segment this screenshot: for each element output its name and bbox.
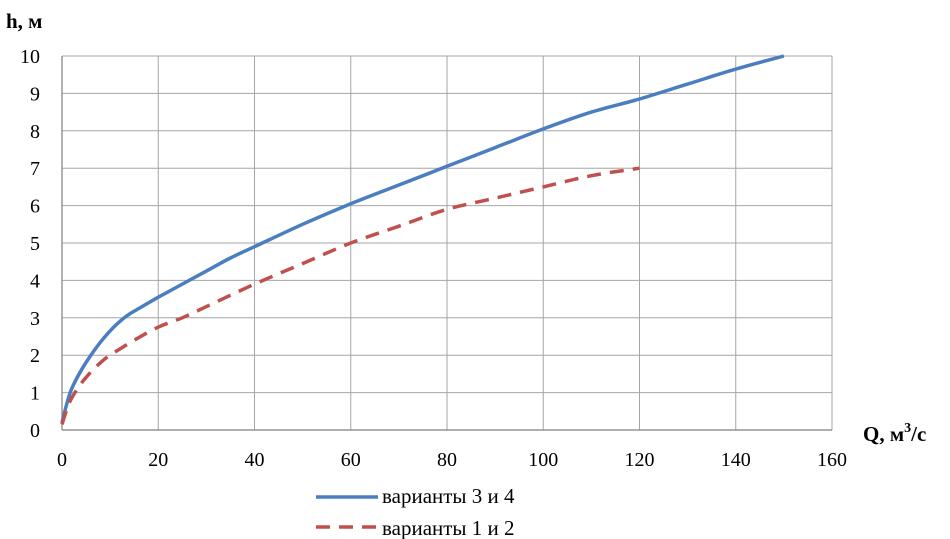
x-tick-label: 120 <box>625 449 655 471</box>
legend: варианты 3 и 4 варианты 1 и 2 <box>316 484 515 539</box>
x-tick-label: 80 <box>437 449 457 471</box>
y-tick-label: 6 <box>30 196 40 218</box>
y-tick-label: 7 <box>30 158 40 180</box>
y-tick-label: 5 <box>30 233 40 255</box>
y-tick-label: 4 <box>30 270 40 292</box>
x-tick-label: 20 <box>148 449 168 471</box>
y-tick-label: 2 <box>30 345 40 367</box>
x-axis-label: Q, м3/с <box>863 421 926 446</box>
y-axis-label: h, м <box>6 9 42 33</box>
legend-label-series-2: варианты 1 и 2 <box>382 516 515 539</box>
y-tick-label: 1 <box>30 383 40 405</box>
x-tick-label: 40 <box>245 449 265 471</box>
x-axis-label-sup: 3 <box>904 421 911 436</box>
x-tick-label: 140 <box>721 449 751 471</box>
grid-lines <box>62 55 833 430</box>
y-tick-label: 8 <box>30 121 40 143</box>
x-tick-label: 100 <box>528 449 558 471</box>
x-tick-label: 0 <box>57 449 67 471</box>
series-lines <box>60 54 785 425</box>
legend-label-series-1: варианты 3 и 4 <box>382 484 515 508</box>
x-tick-label: 60 <box>341 449 361 471</box>
x-axis-label-suffix: /с <box>910 422 926 446</box>
y-tick-label: 3 <box>30 308 40 330</box>
tick-labels: 0 20 40 60 80 100 120 140 160 0 1 2 3 4 5 6 7 8 9 10 <box>20 46 847 471</box>
x-tick-label: 160 <box>817 449 847 471</box>
series-line-2 <box>60 166 640 425</box>
y-tick-label: 0 <box>30 420 40 442</box>
axes <box>61 56 832 431</box>
y-tick-label: 10 <box>20 46 40 68</box>
y-tick-label: 9 <box>30 83 40 105</box>
series-line-1 <box>60 54 785 423</box>
x-axis-label-main: Q, м <box>863 422 904 446</box>
